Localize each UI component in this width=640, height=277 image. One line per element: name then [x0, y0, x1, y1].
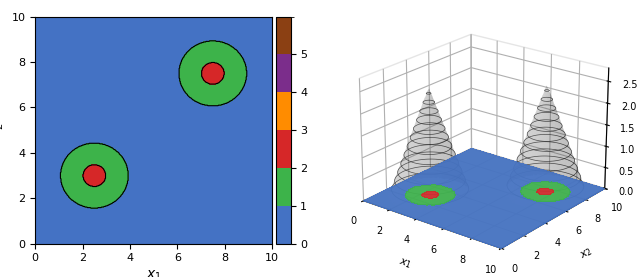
Y-axis label: $x_2$: $x_2$ [0, 122, 6, 138]
X-axis label: $x_1$: $x_1$ [397, 256, 413, 271]
Y-axis label: $x_2$: $x_2$ [578, 245, 595, 262]
X-axis label: $x_1$: $x_1$ [146, 269, 161, 277]
